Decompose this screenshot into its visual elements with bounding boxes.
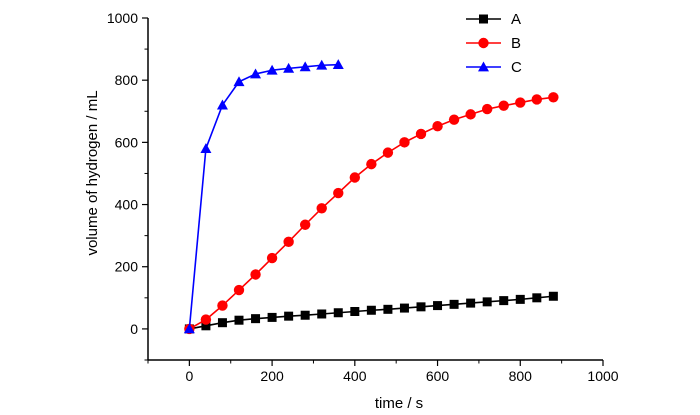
series-a-point — [234, 315, 244, 325]
series-layer — [183, 59, 559, 335]
legend-label-c: C — [511, 59, 522, 76]
series-c-point — [283, 62, 295, 73]
series-b-point — [349, 172, 361, 183]
y-tick-label: 400 — [115, 197, 139, 213]
series-b-point — [316, 203, 327, 214]
y-tick-label: 200 — [115, 259, 139, 275]
legend-label-a: A — [511, 11, 521, 28]
series-a-point — [532, 293, 542, 303]
series-b-point — [481, 103, 493, 115]
series-b-point — [266, 252, 278, 264]
series-a-point — [366, 305, 376, 315]
series-a-point — [251, 314, 261, 324]
series-a-point — [499, 296, 509, 306]
x-tick-label: 400 — [343, 368, 367, 384]
series-b-line — [188, 96, 554, 330]
x-tick-label: 600 — [426, 368, 450, 384]
series-a-point — [284, 311, 294, 321]
series-b-point — [382, 147, 394, 158]
series-c-point — [183, 323, 195, 334]
series-b-point — [448, 114, 460, 125]
series-b-point — [233, 284, 245, 296]
series-c-point — [233, 76, 245, 87]
x-tick-label: 200 — [260, 368, 284, 384]
series-b-point — [465, 109, 476, 120]
series-c-point — [250, 68, 262, 79]
series-c-point — [200, 143, 212, 153]
axes: 0 200 400 600 800 1000 0 200 400 600 800 1000 — [107, 10, 619, 384]
y-tick-label: 0 — [130, 321, 138, 337]
series-b-point — [250, 269, 261, 280]
series-a-point — [416, 302, 426, 312]
x-tick-label: 0 — [185, 368, 193, 384]
series-b-point — [283, 236, 294, 248]
series-c-point — [216, 99, 228, 110]
y-tick-label: 1000 — [107, 10, 138, 26]
series-b-point — [432, 120, 443, 132]
series-c — [183, 59, 344, 334]
series-b-point — [415, 128, 427, 140]
legend-item-c: C — [466, 59, 522, 76]
series-a-point — [217, 318, 227, 328]
series-a-point — [300, 310, 310, 320]
series-a-point — [466, 298, 476, 308]
series-b-point — [333, 187, 344, 199]
y-tick-label: 800 — [115, 72, 139, 88]
series-a — [184, 291, 558, 334]
legend-marker-a — [479, 14, 488, 24]
series-a-point — [515, 294, 525, 304]
legend-marker-b — [478, 37, 489, 49]
series-a-point — [267, 312, 277, 322]
series-b-point — [548, 92, 559, 103]
series-a-point — [433, 301, 443, 311]
series-b-point — [531, 94, 543, 105]
series-a-point — [317, 309, 327, 319]
series-c-line — [188, 63, 339, 329]
legend-item-a: A — [466, 11, 521, 28]
series-a-point — [201, 321, 211, 331]
series-a-point — [333, 308, 343, 318]
x-axis-title: time / s — [375, 395, 423, 412]
series-c-point — [332, 59, 344, 70]
series-a-point — [449, 299, 459, 309]
series-c-point — [266, 64, 278, 75]
series-b-point — [399, 137, 410, 148]
x-tick-label: 800 — [509, 368, 533, 384]
series-b-point — [299, 219, 311, 230]
series-b-point — [498, 100, 509, 111]
legend-item-b: B — [466, 35, 521, 52]
y-axis-title: volume of hydrogen / mL — [84, 90, 101, 255]
series-b-point — [217, 300, 228, 311]
series-c-point — [299, 61, 311, 72]
series-a-point — [350, 306, 360, 316]
x-tick-label: 1000 — [587, 368, 618, 384]
series-a-point — [548, 291, 558, 301]
series-a-point — [399, 303, 409, 313]
series-c-point — [316, 59, 328, 70]
series-a-point — [482, 297, 492, 307]
series-b-point — [200, 314, 212, 325]
y-tick-label: 600 — [115, 134, 139, 150]
legend-label-b: B — [511, 35, 521, 52]
series-b-point — [366, 158, 377, 170]
legend-marker-c — [478, 61, 489, 72]
legend: ABC — [466, 11, 522, 76]
series-a-point — [383, 304, 393, 314]
series-b-point — [515, 97, 526, 108]
